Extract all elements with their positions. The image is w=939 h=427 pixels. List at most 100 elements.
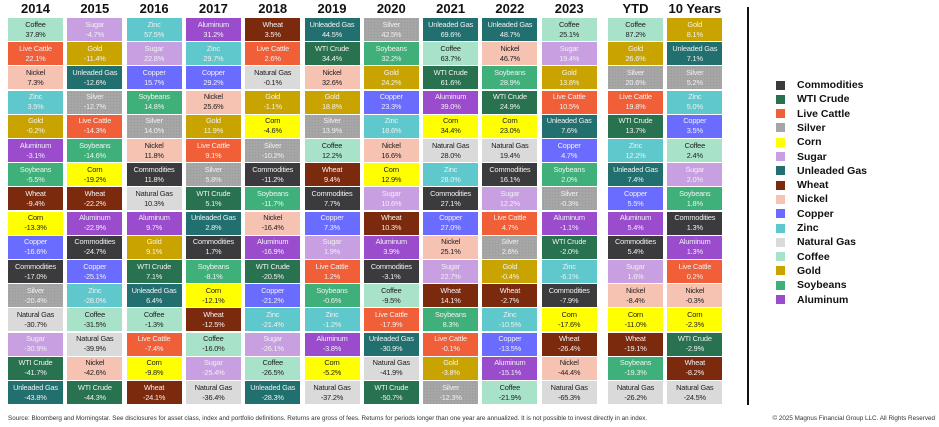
asset-name: Corn — [442, 116, 459, 126]
return-value: 1.3% — [686, 247, 703, 257]
legend-label: Natural Gas — [797, 236, 856, 249]
asset-name: Zinc — [444, 164, 458, 174]
cell-unleaded-gas: Unleaded Gas 6.4% — [126, 284, 182, 308]
cell-wti-crude: WTI Crude -2.9% — [667, 332, 723, 356]
return-value: -28.3% — [261, 392, 284, 402]
cell-corn: Corn 12.9% — [363, 163, 419, 187]
asset-name: Coffee — [625, 19, 646, 29]
cell-silver: Silver -12.3% — [423, 381, 479, 404]
return-value: -21.4% — [261, 319, 284, 329]
return-value: -12.1% — [202, 295, 225, 305]
cell-silver: Silver 5.8% — [185, 163, 241, 187]
cell-wti-crude: WTI Crude 13.7% — [608, 114, 663, 138]
asset-name: Unleaded Gas — [368, 334, 414, 344]
return-value: -7.4% — [144, 344, 164, 354]
asset-name: Coffee — [440, 43, 461, 53]
asset-name: Unleaded Gas — [72, 67, 118, 77]
cell-live-cattle: Live Cattle 0.2% — [667, 260, 723, 283]
cell-aluminum: Aluminum 9.7% — [126, 211, 182, 235]
cell-gold: Gold -3.8% — [423, 356, 479, 380]
return-value: -7.9% — [560, 295, 579, 305]
asset-name: Natural Gas — [16, 309, 55, 319]
asset-name: Unleaded Gas — [546, 116, 592, 126]
cell-aluminum: Aluminum -3.8% — [304, 332, 360, 356]
asset-name: Silver — [626, 67, 645, 77]
cell-gold: Gold 18.8% — [304, 90, 360, 114]
cell-aluminum: Aluminum 31.2% — [185, 18, 241, 41]
asset-name: Unleaded Gas — [428, 19, 474, 29]
cell-copper: Copper 5.5% — [608, 187, 663, 211]
return-value: 32.6% — [322, 77, 342, 87]
column-header: 2017 — [198, 1, 228, 16]
cell-nickel: Nickel 16.6% — [363, 139, 419, 162]
return-value: -1.1% — [263, 102, 283, 112]
cell-unleaded-gas: Unleaded Gas 2.8% — [185, 211, 241, 235]
cell-nickel: Nickel -44.4% — [541, 356, 597, 380]
cell-commodities: Commodities 1.7% — [185, 235, 241, 259]
asset-name: Copper — [498, 334, 522, 344]
cell-unleaded-gas: Unleaded Gas 7.1% — [667, 42, 723, 66]
asset-name: Natural Gas — [313, 382, 351, 392]
cell-live-cattle: Live Cattle 2.6% — [245, 42, 301, 66]
asset-name: Commodities — [192, 237, 234, 247]
asset-name: Aluminum — [257, 237, 289, 247]
asset-name: Wheat — [262, 19, 284, 29]
asset-name: Corn — [561, 309, 577, 319]
cell-soybeans: Soybeans 32.2% — [363, 42, 419, 66]
asset-name: Live Cattle — [493, 213, 527, 223]
return-value: -26.1% — [261, 344, 284, 354]
cell-live-cattle: Live Cattle 4.7% — [482, 211, 538, 235]
cell-nickel: Nickel -42.6% — [67, 356, 123, 380]
legend-swatch — [776, 266, 785, 276]
return-value: -26.4% — [558, 344, 581, 354]
cell-copper: Copper 7.3% — [304, 211, 360, 235]
asset-name: Sugar — [144, 43, 164, 53]
return-value: -26.5% — [261, 368, 284, 378]
asset-name: Commodities — [311, 188, 353, 198]
asset-name: Natural Gas — [616, 382, 655, 392]
return-value: -30.9% — [380, 344, 403, 354]
return-value: -6.1% — [560, 271, 579, 281]
asset-name: Gold — [561, 67, 577, 77]
legend-swatch — [776, 194, 785, 204]
cell-live-cattle: Live Cattle -14.3% — [67, 114, 123, 138]
cell-commodities: Commodities -3.1% — [363, 260, 419, 283]
cell-aluminum: Aluminum -15.1% — [482, 356, 538, 380]
asset-name: Sugar — [322, 237, 342, 247]
asset-name: Unleaded Gas — [131, 285, 177, 295]
cell-gold: Gold -11.4% — [67, 42, 123, 66]
asset-name: Zinc — [503, 309, 517, 319]
cell-aluminum: Aluminum 1.3% — [667, 235, 723, 259]
cell-sugar: Sugar 22.8% — [126, 42, 182, 66]
asset-name: WTI Crude — [315, 43, 349, 53]
legend-label: Coffee — [797, 250, 830, 263]
return-value: -4.7% — [85, 29, 105, 39]
cell-wheat: Wheat 14.1% — [423, 284, 479, 308]
asset-name: Coffee — [143, 309, 165, 319]
asset-name: Zinc — [688, 92, 702, 102]
cell-coffee: Coffee 87.2% — [608, 18, 663, 41]
asset-name: Corn — [146, 358, 162, 368]
return-value: 18.6% — [381, 126, 402, 136]
return-value: -13.3% — [24, 223, 47, 233]
return-value: -25.1% — [83, 271, 106, 281]
asset-name: Corn — [687, 309, 703, 319]
return-value: -43.8% — [24, 392, 47, 402]
cell-wheat: Wheat 10.3% — [363, 211, 419, 235]
asset-name: Commodities — [370, 261, 412, 271]
return-value: 2.0% — [686, 174, 703, 184]
return-value: -8.1% — [204, 271, 223, 281]
return-value: -20.5% — [261, 271, 284, 281]
asset-name: Unleaded Gas — [13, 382, 58, 392]
cell-live-cattle: Live Cattle 19.8% — [608, 90, 663, 114]
legend-swatch — [776, 109, 785, 119]
cell-natural-gas: Natural Gas -30.7% — [8, 308, 63, 332]
asset-name: Wheat — [684, 358, 706, 368]
asset-name: WTI Crude — [618, 116, 653, 126]
return-value: 14.1% — [440, 295, 461, 305]
cell-soybeans: Soybeans 14.8% — [126, 90, 182, 114]
asset-name: Natural Gas — [372, 358, 410, 368]
return-value: 23.3% — [381, 102, 402, 112]
cell-aluminum: Aluminum 3.9% — [363, 235, 419, 259]
asset-name: Sugar — [500, 188, 520, 198]
